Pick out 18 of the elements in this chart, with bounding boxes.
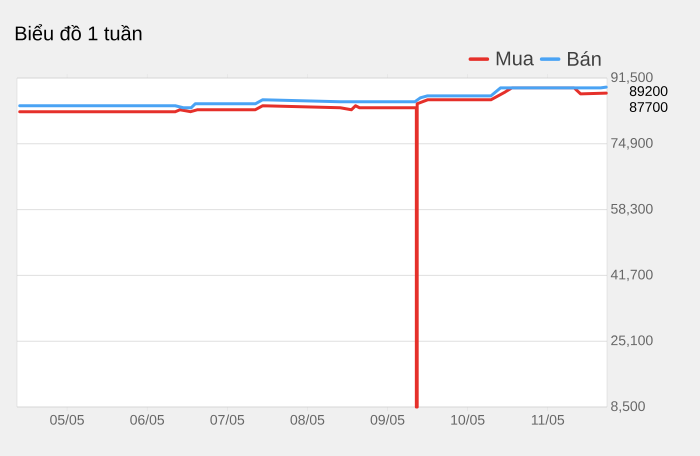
x-tick-label: 10/05 <box>451 414 485 425</box>
y-tick-label: 74,900 <box>611 138 653 150</box>
x-tick-label: 09/05 <box>370 414 404 425</box>
y-tick-label: 25,100 <box>611 335 653 347</box>
x-tick-label: 11/05 <box>532 414 564 425</box>
legend-label: Mua <box>496 52 534 66</box>
y-tick-label: 8,500 <box>611 401 645 413</box>
data-label: 89200 <box>630 86 668 96</box>
x-tick-label: 08/05 <box>290 414 324 425</box>
legend-label: Bán <box>568 51 601 66</box>
y-tick-label: 58,300 <box>611 204 653 216</box>
x-tick-label: 05/05 <box>50 414 84 425</box>
y-tick-label: 91,500 <box>611 72 653 84</box>
data-label: 87700 <box>630 102 668 112</box>
x-tick-label: 07/05 <box>210 414 244 425</box>
y-tick-label: 41,700 <box>610 270 653 282</box>
x-tick-label: 06/05 <box>130 414 164 425</box>
chart-title: Biểu đồ 1 tuần <box>16 24 142 40</box>
